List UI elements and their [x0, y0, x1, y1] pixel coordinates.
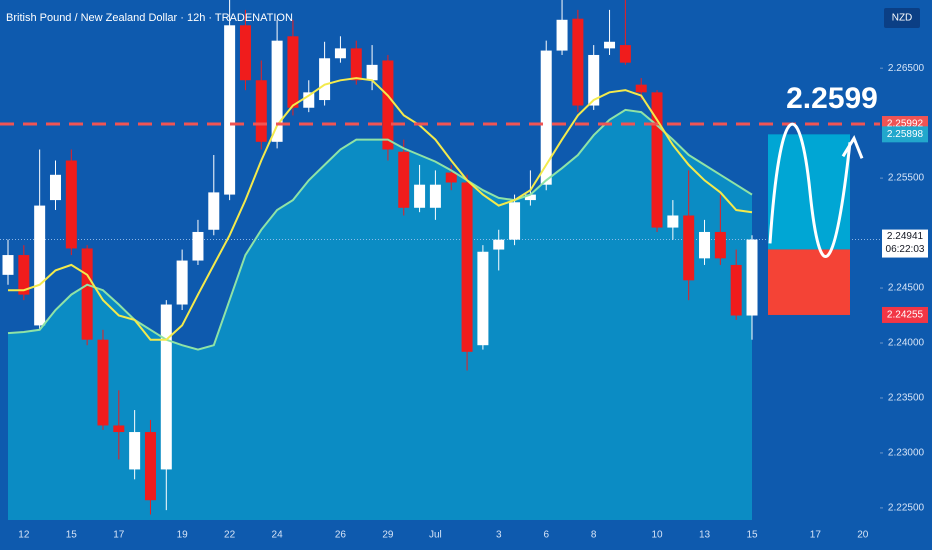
candle-body	[239, 25, 251, 81]
candle-body	[97, 339, 109, 426]
y-tick-label: 2.23000	[888, 448, 925, 459]
price-label: 2.25898	[887, 129, 924, 140]
x-tick-label: 24	[272, 530, 284, 541]
price-label-box	[882, 306, 928, 323]
candle-body	[255, 80, 267, 142]
candle-body	[334, 48, 346, 59]
candle-body	[49, 174, 61, 201]
ma-line	[8, 77, 753, 341]
y-tick-label: 2.24000	[888, 338, 925, 349]
candle-body	[588, 54, 600, 106]
x-tick-label: 8	[591, 530, 597, 541]
candle-body	[667, 215, 679, 228]
plot-area	[0, 0, 880, 521]
candle-body	[699, 231, 711, 259]
candle-body	[524, 194, 536, 201]
candle-body	[2, 255, 14, 275]
projection-wave	[768, 122, 852, 259]
chart-title: British Pound / New Zealand Dollar · 12h…	[6, 12, 293, 24]
target-price-label: 2.25992	[887, 119, 924, 130]
projection-arrow	[841, 135, 864, 159]
candle-body	[319, 58, 331, 101]
x-tick-label: 17	[113, 530, 125, 541]
candle-body	[509, 202, 521, 240]
candle-body	[572, 18, 584, 106]
x-tick-label: 12	[18, 530, 30, 541]
candle-body	[65, 160, 77, 249]
candle-body	[683, 215, 695, 281]
currency-box	[884, 8, 920, 28]
candle-body	[746, 239, 758, 316]
candle-body	[366, 64, 378, 81]
candle-body	[382, 60, 394, 150]
candle-body	[208, 192, 220, 230]
candle-body	[556, 19, 568, 51]
x-tick-label: 3	[496, 530, 502, 541]
stop-zone	[768, 249, 850, 315]
ma-line	[7, 108, 753, 351]
candle-body	[350, 48, 362, 81]
candle-body	[619, 45, 631, 63]
candle-body	[635, 84, 647, 93]
candle-body	[714, 231, 726, 259]
candle-body	[192, 231, 204, 261]
x-tick-label: Jul	[429, 530, 442, 541]
candle-body	[271, 40, 283, 142]
y-tick-label: 2.26500	[888, 63, 925, 74]
y-tick-label: 2.25500	[888, 173, 925, 184]
y-tick-label: 2.22500	[888, 503, 925, 514]
x-tick-label: 15	[66, 530, 78, 541]
candle-body	[144, 432, 156, 501]
candle-body	[429, 184, 441, 208]
y-tick-label: 2.23500	[888, 393, 925, 404]
x-tick-label: 29	[382, 530, 394, 541]
candle-body	[730, 264, 742, 316]
candle-body	[224, 25, 236, 195]
candle-body	[604, 41, 616, 49]
candle-body	[540, 50, 552, 185]
x-tick-label: 17	[810, 530, 822, 541]
current-price-box	[882, 229, 928, 258]
price-label-box	[882, 126, 928, 143]
annotation: 2.2599	[786, 82, 878, 115]
ma-area	[8, 109, 753, 521]
current-price-label: 2.24941	[887, 231, 924, 242]
candle-body	[461, 182, 473, 352]
candle-body	[493, 239, 505, 250]
x-tick-label: 13	[699, 530, 711, 541]
candle-body	[445, 172, 457, 183]
candle-body	[651, 92, 663, 228]
candle-body	[81, 248, 93, 340]
x-tick-label: 15	[746, 530, 758, 541]
candle-body	[414, 184, 426, 208]
candle-body	[113, 425, 125, 433]
y-tick-label: 2.24500	[888, 283, 925, 294]
price-label: 2.24255	[887, 310, 924, 321]
candle-body	[34, 205, 46, 326]
candle-body	[176, 260, 188, 305]
candle-body	[18, 255, 30, 295]
candle-body	[287, 36, 299, 108]
currency: NZD	[892, 13, 913, 24]
x-tick-label: 22	[224, 530, 236, 541]
x-tick-label: 20	[857, 530, 869, 541]
candle-body	[129, 432, 141, 470]
candle-body	[477, 251, 489, 346]
candle-body	[398, 151, 410, 208]
x-tick-label: 26	[335, 530, 347, 541]
x-tick-label: 19	[177, 530, 189, 541]
countdown: 06:22:03	[886, 244, 925, 255]
x-tick-label: 6	[543, 530, 549, 541]
candle-body	[303, 92, 315, 108]
candle-body	[160, 304, 172, 470]
x-tick-label: 10	[651, 530, 663, 541]
